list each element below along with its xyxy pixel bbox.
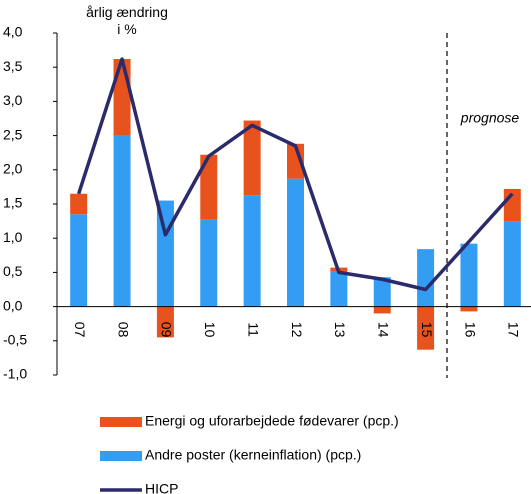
bar [243, 120, 261, 196]
x-tick-label: 17 [506, 322, 522, 338]
bar [287, 178, 304, 307]
y-tick-label: 4,0 [3, 24, 23, 40]
legend-swatch [100, 417, 142, 427]
x-tick-label: 10 [202, 322, 218, 338]
annotation: prognose [460, 110, 520, 126]
y-tick-label: 2,0 [3, 161, 23, 177]
y-tick-label: 3,0 [3, 92, 23, 108]
x-tick-label: 14 [376, 322, 392, 338]
bar [503, 221, 521, 307]
bar [70, 193, 88, 215]
bar [330, 271, 348, 307]
y-tick-label: 1,5 [3, 195, 23, 211]
bar [113, 135, 131, 307]
bar [417, 249, 435, 307]
y-tick-label: 1,0 [3, 229, 23, 245]
y-tick-label: -0,5 [3, 332, 27, 348]
x-tick-label: 07 [72, 322, 88, 338]
bar [460, 243, 478, 307]
bar [287, 143, 304, 179]
legend-label: HICP [145, 481, 178, 494]
x-tick-label: 15 [419, 322, 435, 338]
bar [70, 214, 88, 307]
legend-label: Andre poster (kerneinflation) (pcp.) [145, 447, 361, 463]
y-tick-label: -1,0 [3, 366, 27, 382]
y-tick-label: 3,5 [3, 58, 23, 74]
bar [113, 58, 131, 136]
bar [373, 306, 391, 314]
x-tick-label: 11 [245, 322, 261, 337]
x-tick-label: 13 [332, 322, 348, 338]
bar [460, 306, 478, 312]
legend-swatch [100, 451, 142, 461]
y-tick-label: 0,5 [3, 263, 23, 279]
x-tick-label: 12 [289, 322, 305, 338]
bar [156, 306, 174, 338]
y-axis-label: årlig ændring i % [86, 4, 168, 37]
legend-label: Energi og uforarbejdede fødevarer (pcp.) [145, 413, 399, 429]
y-tick-label: 2,5 [3, 126, 23, 142]
bar [200, 154, 218, 220]
x-tick-label: 09 [159, 322, 175, 338]
bar [200, 219, 218, 307]
bar [243, 195, 261, 307]
bar [373, 277, 391, 307]
x-tick-label: 16 [462, 322, 478, 338]
y-tick-label: 0,0 [3, 297, 23, 313]
bar [417, 306, 435, 350]
line [77, 57, 514, 292]
x-tick-label: 08 [115, 322, 131, 338]
